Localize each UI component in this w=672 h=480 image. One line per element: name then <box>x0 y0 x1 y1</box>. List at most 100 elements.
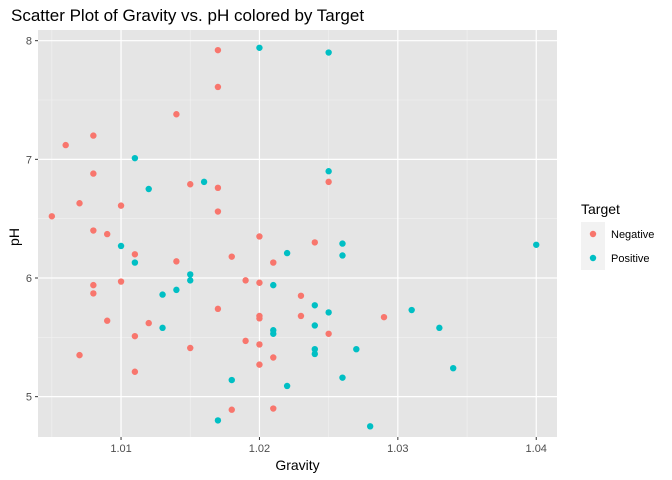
point-positive <box>366 423 374 430</box>
point-positive <box>173 286 180 294</box>
point-negative <box>173 111 180 118</box>
point-negative <box>90 227 97 234</box>
point-negative <box>62 141 69 149</box>
y-tick-label: 5 <box>26 392 32 404</box>
legend: Target Negative Positive <box>581 201 654 270</box>
point-positive <box>436 324 443 332</box>
point-positive <box>311 322 318 329</box>
point-positive <box>214 417 222 424</box>
point-negative <box>90 132 97 139</box>
y-axis-title: pH <box>6 228 22 246</box>
x-axis-ticks: 1.01 1.02 1.03 1.04 <box>110 437 547 455</box>
point-positive <box>311 350 318 358</box>
point-positive <box>131 154 139 162</box>
legend-marker-positive <box>589 254 597 262</box>
point-negative <box>187 181 194 188</box>
point-positive <box>228 376 235 384</box>
point-positive <box>311 302 318 309</box>
point-negative <box>173 258 180 265</box>
legend-title: Target <box>581 201 620 217</box>
point-positive <box>450 364 457 372</box>
point-negative <box>270 354 277 361</box>
x-axis-title: Gravity <box>275 457 319 473</box>
y-axis-ticks: 5 6 7 8 <box>26 36 38 404</box>
point-negative <box>242 277 249 284</box>
grid-minor <box>38 30 557 437</box>
point-positive <box>533 241 540 248</box>
point-positive <box>339 240 346 247</box>
point-negative <box>214 46 222 54</box>
point-negative <box>380 313 388 321</box>
point-negative <box>131 251 139 258</box>
point-negative <box>117 202 125 209</box>
point-negative <box>297 312 305 320</box>
point-positive <box>187 271 194 278</box>
point-negative <box>256 279 263 286</box>
y-tick-label: 7 <box>26 154 32 166</box>
point-negative <box>76 200 83 207</box>
data-points <box>48 44 540 430</box>
point-negative <box>214 208 222 215</box>
point-positive <box>311 345 318 353</box>
point-negative <box>90 290 97 297</box>
point-positive <box>353 345 360 353</box>
point-negative <box>228 406 235 413</box>
point-positive <box>117 242 125 250</box>
point-negative <box>325 178 332 186</box>
point-positive <box>325 168 332 175</box>
point-negative <box>90 281 97 289</box>
point-negative <box>214 305 222 313</box>
point-negative <box>187 344 194 352</box>
point-positive <box>187 277 194 284</box>
point-positive <box>283 382 291 390</box>
point-positive <box>325 49 332 56</box>
point-positive <box>325 309 332 316</box>
point-negative <box>214 83 222 91</box>
point-positive <box>159 324 166 332</box>
point-negative <box>325 330 332 337</box>
point-negative <box>256 361 263 368</box>
point-positive <box>339 252 346 259</box>
grid-major <box>38 30 557 437</box>
point-negative <box>270 405 277 412</box>
point-negative <box>270 259 277 266</box>
point-negative <box>117 278 125 285</box>
point-negative <box>256 233 263 240</box>
chart-title: Scatter Plot of Gravity vs. pH colored b… <box>11 6 364 25</box>
point-negative <box>256 341 263 348</box>
y-tick-label: 8 <box>26 36 32 48</box>
point-negative <box>104 317 111 324</box>
legend-label-negative: Negative <box>611 229 654 241</box>
x-tick-label: 1.02 <box>249 443 270 455</box>
point-negative <box>228 253 235 260</box>
point-negative <box>131 332 139 340</box>
legend-marker-negative <box>589 230 597 238</box>
x-tick-label: 1.04 <box>526 443 547 455</box>
point-negative <box>145 319 152 327</box>
point-positive <box>145 185 152 193</box>
point-negative <box>131 368 139 375</box>
y-tick-label: 6 <box>26 273 32 285</box>
point-negative <box>242 337 249 345</box>
point-negative <box>214 184 222 192</box>
x-tick-label: 1.01 <box>110 443 131 455</box>
point-negative <box>104 230 111 238</box>
point-negative <box>90 170 97 177</box>
point-negative <box>48 213 56 220</box>
legend-label-positive: Positive <box>611 253 650 265</box>
point-positive <box>200 178 208 186</box>
point-negative <box>311 239 318 246</box>
x-tick-label: 1.03 <box>387 443 408 455</box>
point-negative <box>297 292 305 299</box>
point-positive <box>408 306 415 314</box>
point-positive <box>131 259 139 266</box>
point-positive <box>270 281 277 289</box>
point-positive <box>159 291 166 298</box>
point-negative <box>76 351 83 359</box>
point-negative <box>256 315 263 322</box>
point-positive <box>283 249 291 257</box>
point-positive <box>270 330 277 337</box>
point-positive <box>256 44 263 51</box>
plot-panel <box>38 30 557 437</box>
